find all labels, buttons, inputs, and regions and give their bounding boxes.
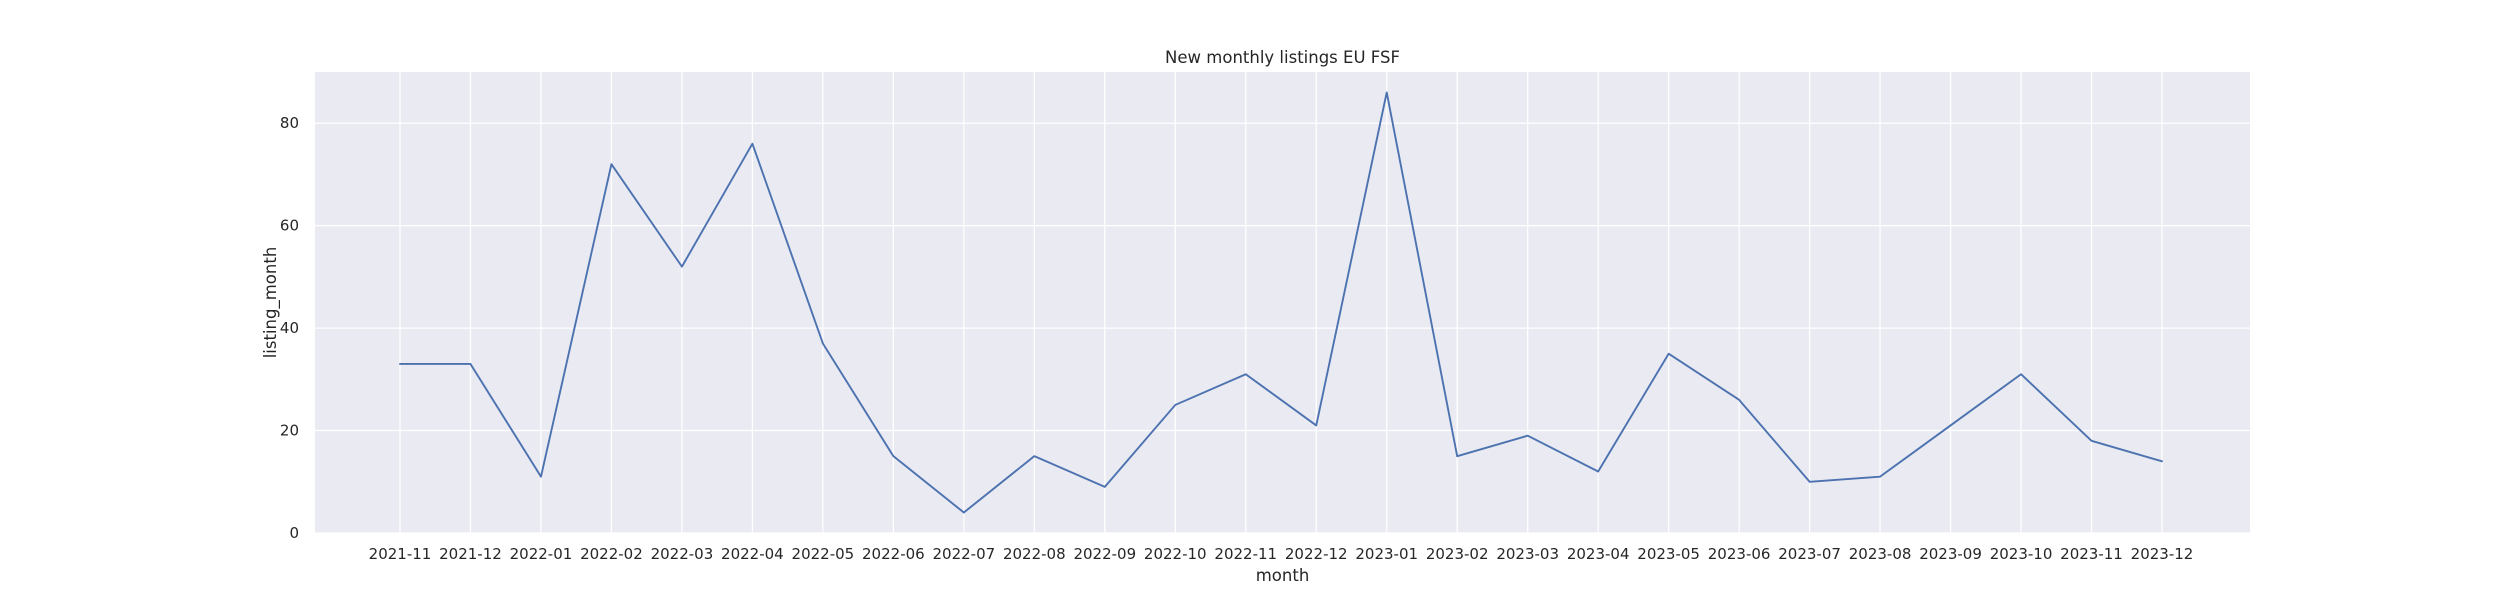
- x-axis-label: month: [1256, 566, 1310, 585]
- x-tick-label: 2022-10: [1144, 545, 1207, 563]
- x-tick-label: 2023-07: [1778, 545, 1841, 563]
- x-tick-label: 2021-11: [369, 545, 432, 563]
- x-tick-label: 2023-02: [1426, 545, 1489, 563]
- x-tick-label: 2022-02: [580, 545, 643, 563]
- x-tick-label: 2023-03: [1496, 545, 1559, 563]
- x-tick-labels: 2021-11 2021-12 2022-01 2022-02 2022-03 2022-…: [369, 545, 2194, 563]
- x-tick-label: 2023-01: [1355, 545, 1418, 563]
- x-tick-label: 2023-06: [1708, 545, 1771, 563]
- x-tick-label: 2023-05: [1637, 545, 1700, 563]
- x-tick-label: 2022-04: [721, 545, 784, 563]
- x-tick-label: 2022-03: [651, 545, 714, 563]
- x-tick-label: 2022-05: [792, 545, 855, 563]
- y-tick-label: 0: [289, 524, 299, 542]
- plot-area: [315, 72, 2250, 533]
- x-tick-label: 2022-12: [1285, 545, 1348, 563]
- x-tick-label: 2022-11: [1214, 545, 1277, 563]
- y-tick-label: 60: [280, 217, 299, 235]
- x-tick-label: 2022-07: [932, 545, 995, 563]
- x-tick-label: 2023-09: [1919, 545, 1982, 563]
- y-tick-labels: 0 20 40 60 80: [280, 114, 299, 542]
- x-tick-label: 2023-12: [2131, 545, 2194, 563]
- x-tick-label: 2023-08: [1849, 545, 1912, 563]
- y-tick-label: 40: [280, 319, 299, 337]
- chart-title: New monthly listings EU FSF: [1165, 48, 1400, 67]
- x-tick-label: 2022-06: [862, 545, 925, 563]
- y-tick-label: 20: [280, 422, 299, 440]
- y-tick-label: 80: [280, 114, 299, 132]
- y-axis-label: listing_month: [261, 247, 281, 359]
- x-tick-label: 2022-09: [1073, 545, 1136, 563]
- x-tick-label: 2021-12: [439, 545, 502, 563]
- x-tick-label: 2022-01: [510, 545, 573, 563]
- x-tick-label: 2023-04: [1567, 545, 1630, 563]
- x-tick-label: 2022-08: [1003, 545, 1066, 563]
- x-tick-label: 2023-11: [2060, 545, 2123, 563]
- x-tick-label: 2023-10: [1990, 545, 2053, 563]
